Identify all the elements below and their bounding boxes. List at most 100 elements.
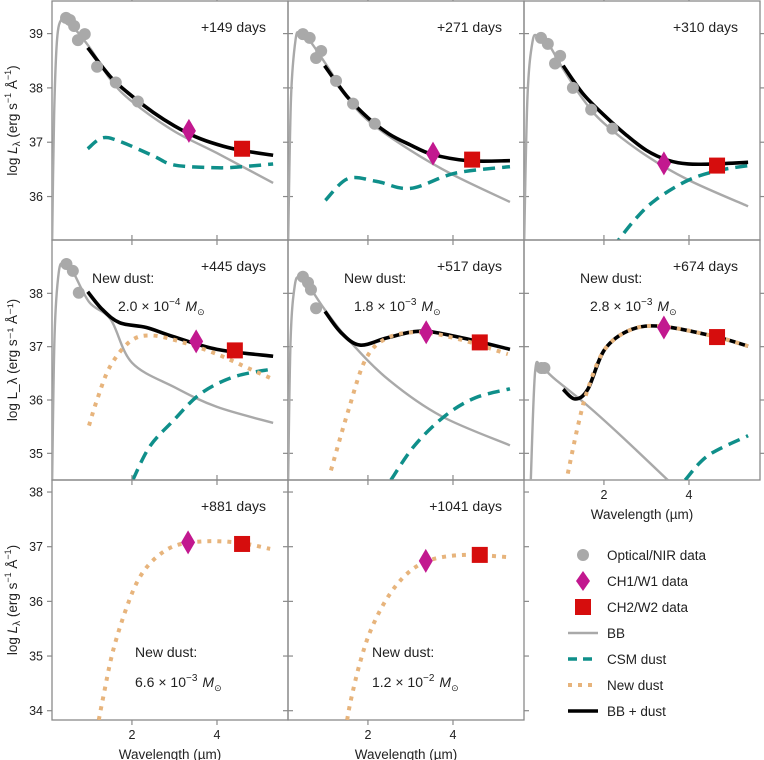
csm-curve: [86, 135, 274, 170]
y-axis-title-units_a: (erg s: [5, 103, 20, 142]
optical-data-point: [131, 95, 144, 108]
mass-mantissa: 1.2: [372, 674, 392, 690]
mass-times-ten: × 10: [373, 298, 405, 314]
epoch-label: +517 days: [437, 258, 502, 274]
y-axis-title-units_c: ): [5, 65, 20, 70]
legend-label: New dust: [607, 678, 664, 693]
y-axis-title-units_a: (erg s: [5, 582, 20, 621]
legend-label: BB: [607, 626, 625, 641]
new-dust-title: New dust:: [580, 270, 642, 286]
ch2-data-point: [464, 151, 481, 168]
mass-unit-sub: ⊙: [197, 307, 205, 317]
ch2-data-point: [226, 342, 243, 359]
panel-7: 34 35 36 37 38 2 4 Wavelength (µm) log Lλ (erg s…: [3, 475, 293, 760]
legend-item-bb: BB: [568, 626, 625, 641]
y-tick-label: 36: [29, 394, 43, 408]
y-tick-label: 36: [29, 190, 43, 204]
mass-times-ten: × 10: [391, 674, 423, 690]
mass-exponent: −3: [186, 673, 198, 684]
epoch-label: +1041 days: [429, 498, 502, 514]
y-tick-label: 38: [29, 81, 43, 95]
ch2-data-point: [709, 329, 726, 346]
y-axis-title: log Lλ (erg s−1 Å−1): [3, 545, 23, 655]
optical-data-point: [585, 103, 598, 116]
legend-marker-circle: [577, 549, 589, 561]
panel-frame: [523, 239, 761, 481]
legend-label: CH2/W2 data: [607, 600, 689, 615]
epoch-label: +310 days: [673, 19, 738, 35]
mass-times-ten: × 10: [154, 674, 186, 690]
y-axis-title-exp2: −1: [3, 549, 13, 559]
total-curve: [323, 310, 511, 352]
new-dust-mass: 2.8 × 10−3 M⊙: [590, 297, 677, 317]
optical-data-point: [541, 37, 554, 50]
legend-marker-diamond: [576, 571, 590, 591]
ch1-data-point: [656, 151, 671, 176]
y-tick-label: 38: [29, 287, 43, 301]
legend-item-ch2: CH2/W2 data: [575, 599, 689, 615]
y-tick-label: 37: [29, 340, 43, 354]
y-axis-title: log Lλ (erg s−1 Å−1): [3, 65, 23, 175]
legend-item-ch1: CH1/W1 data: [576, 571, 689, 591]
plot-area: [288, 28, 511, 240]
y-axis-title-L: L: [5, 626, 20, 634]
y-tick-label: 34: [29, 704, 43, 718]
mass-mantissa: 2.0: [118, 298, 138, 314]
mass-unit-sub: ⊙: [451, 683, 459, 693]
mass-exponent: −2: [423, 673, 435, 684]
legend-label: CH1/W1 data: [607, 574, 689, 589]
ch2-data-point: [471, 334, 488, 351]
x-axis-title: Wavelength (µm): [355, 747, 458, 760]
new-dust-title: New dust:: [135, 644, 197, 660]
y-axis-title-exp2: −1: [3, 70, 13, 80]
mass-unit: M: [202, 674, 214, 690]
x-tick-label: 2: [600, 488, 607, 502]
optical-data-point: [109, 76, 122, 89]
panel-frame: [523, 0, 761, 241]
ch2-data-point: [471, 546, 488, 563]
legend-item-csm: CSM dust: [568, 652, 667, 667]
bb-curve: [288, 31, 511, 240]
mass-unit: M: [439, 674, 451, 690]
total-curve: [86, 46, 274, 158]
y-axis-title-sub: λ: [12, 141, 23, 146]
bb-curve: [52, 262, 274, 480]
mass-mantissa: 1.8: [354, 298, 374, 314]
mass-unit: M: [185, 298, 197, 314]
epoch-label: +271 days: [437, 19, 502, 35]
y-axis-title-pre: log: [5, 154, 20, 176]
optical-data-point: [347, 97, 360, 110]
mass-unit: M: [421, 298, 433, 314]
panel-frame: [287, 479, 525, 721]
optical-data-point: [304, 283, 317, 296]
y-axis-title-exp1: −1: [3, 93, 13, 103]
panel-8: 2 4 Wavelength (µm) +1041 days New dust: 1.2 …: [283, 475, 529, 760]
plot-area: [52, 258, 274, 480]
ch1-data-point: [181, 118, 196, 143]
epoch-label: +674 days: [673, 258, 738, 274]
y-axis-title-exp1: −1: [3, 572, 13, 582]
optical-data-point: [68, 19, 81, 32]
csm-curve: [324, 164, 511, 202]
mass-unit-sub: ⊙: [214, 683, 222, 693]
plot-area: [52, 11, 274, 240]
optical-data-point: [538, 362, 551, 374]
bb-curve: [529, 360, 669, 480]
new-curve: [329, 330, 509, 471]
panel-4: 35 36 37 38 log L_λ (erg s⁻¹ Å⁻¹) +445 days Ne…: [5, 235, 293, 485]
new-curve: [87, 333, 274, 427]
csm-curve: [616, 163, 749, 240]
mass-exponent: −4: [169, 297, 181, 308]
optical-data-point: [66, 264, 79, 277]
ch2-data-point: [234, 535, 251, 552]
legend-label: Optical/NIR data: [607, 548, 707, 563]
ch2-data-point: [709, 157, 726, 174]
mass-mantissa: 2.8: [590, 298, 610, 314]
optical-data-point: [606, 122, 619, 135]
x-tick-label: 4: [450, 728, 457, 742]
new-curve: [96, 539, 271, 720]
y-tick-label: 35: [29, 650, 43, 664]
y-axis-title-units_c: ): [5, 545, 20, 550]
